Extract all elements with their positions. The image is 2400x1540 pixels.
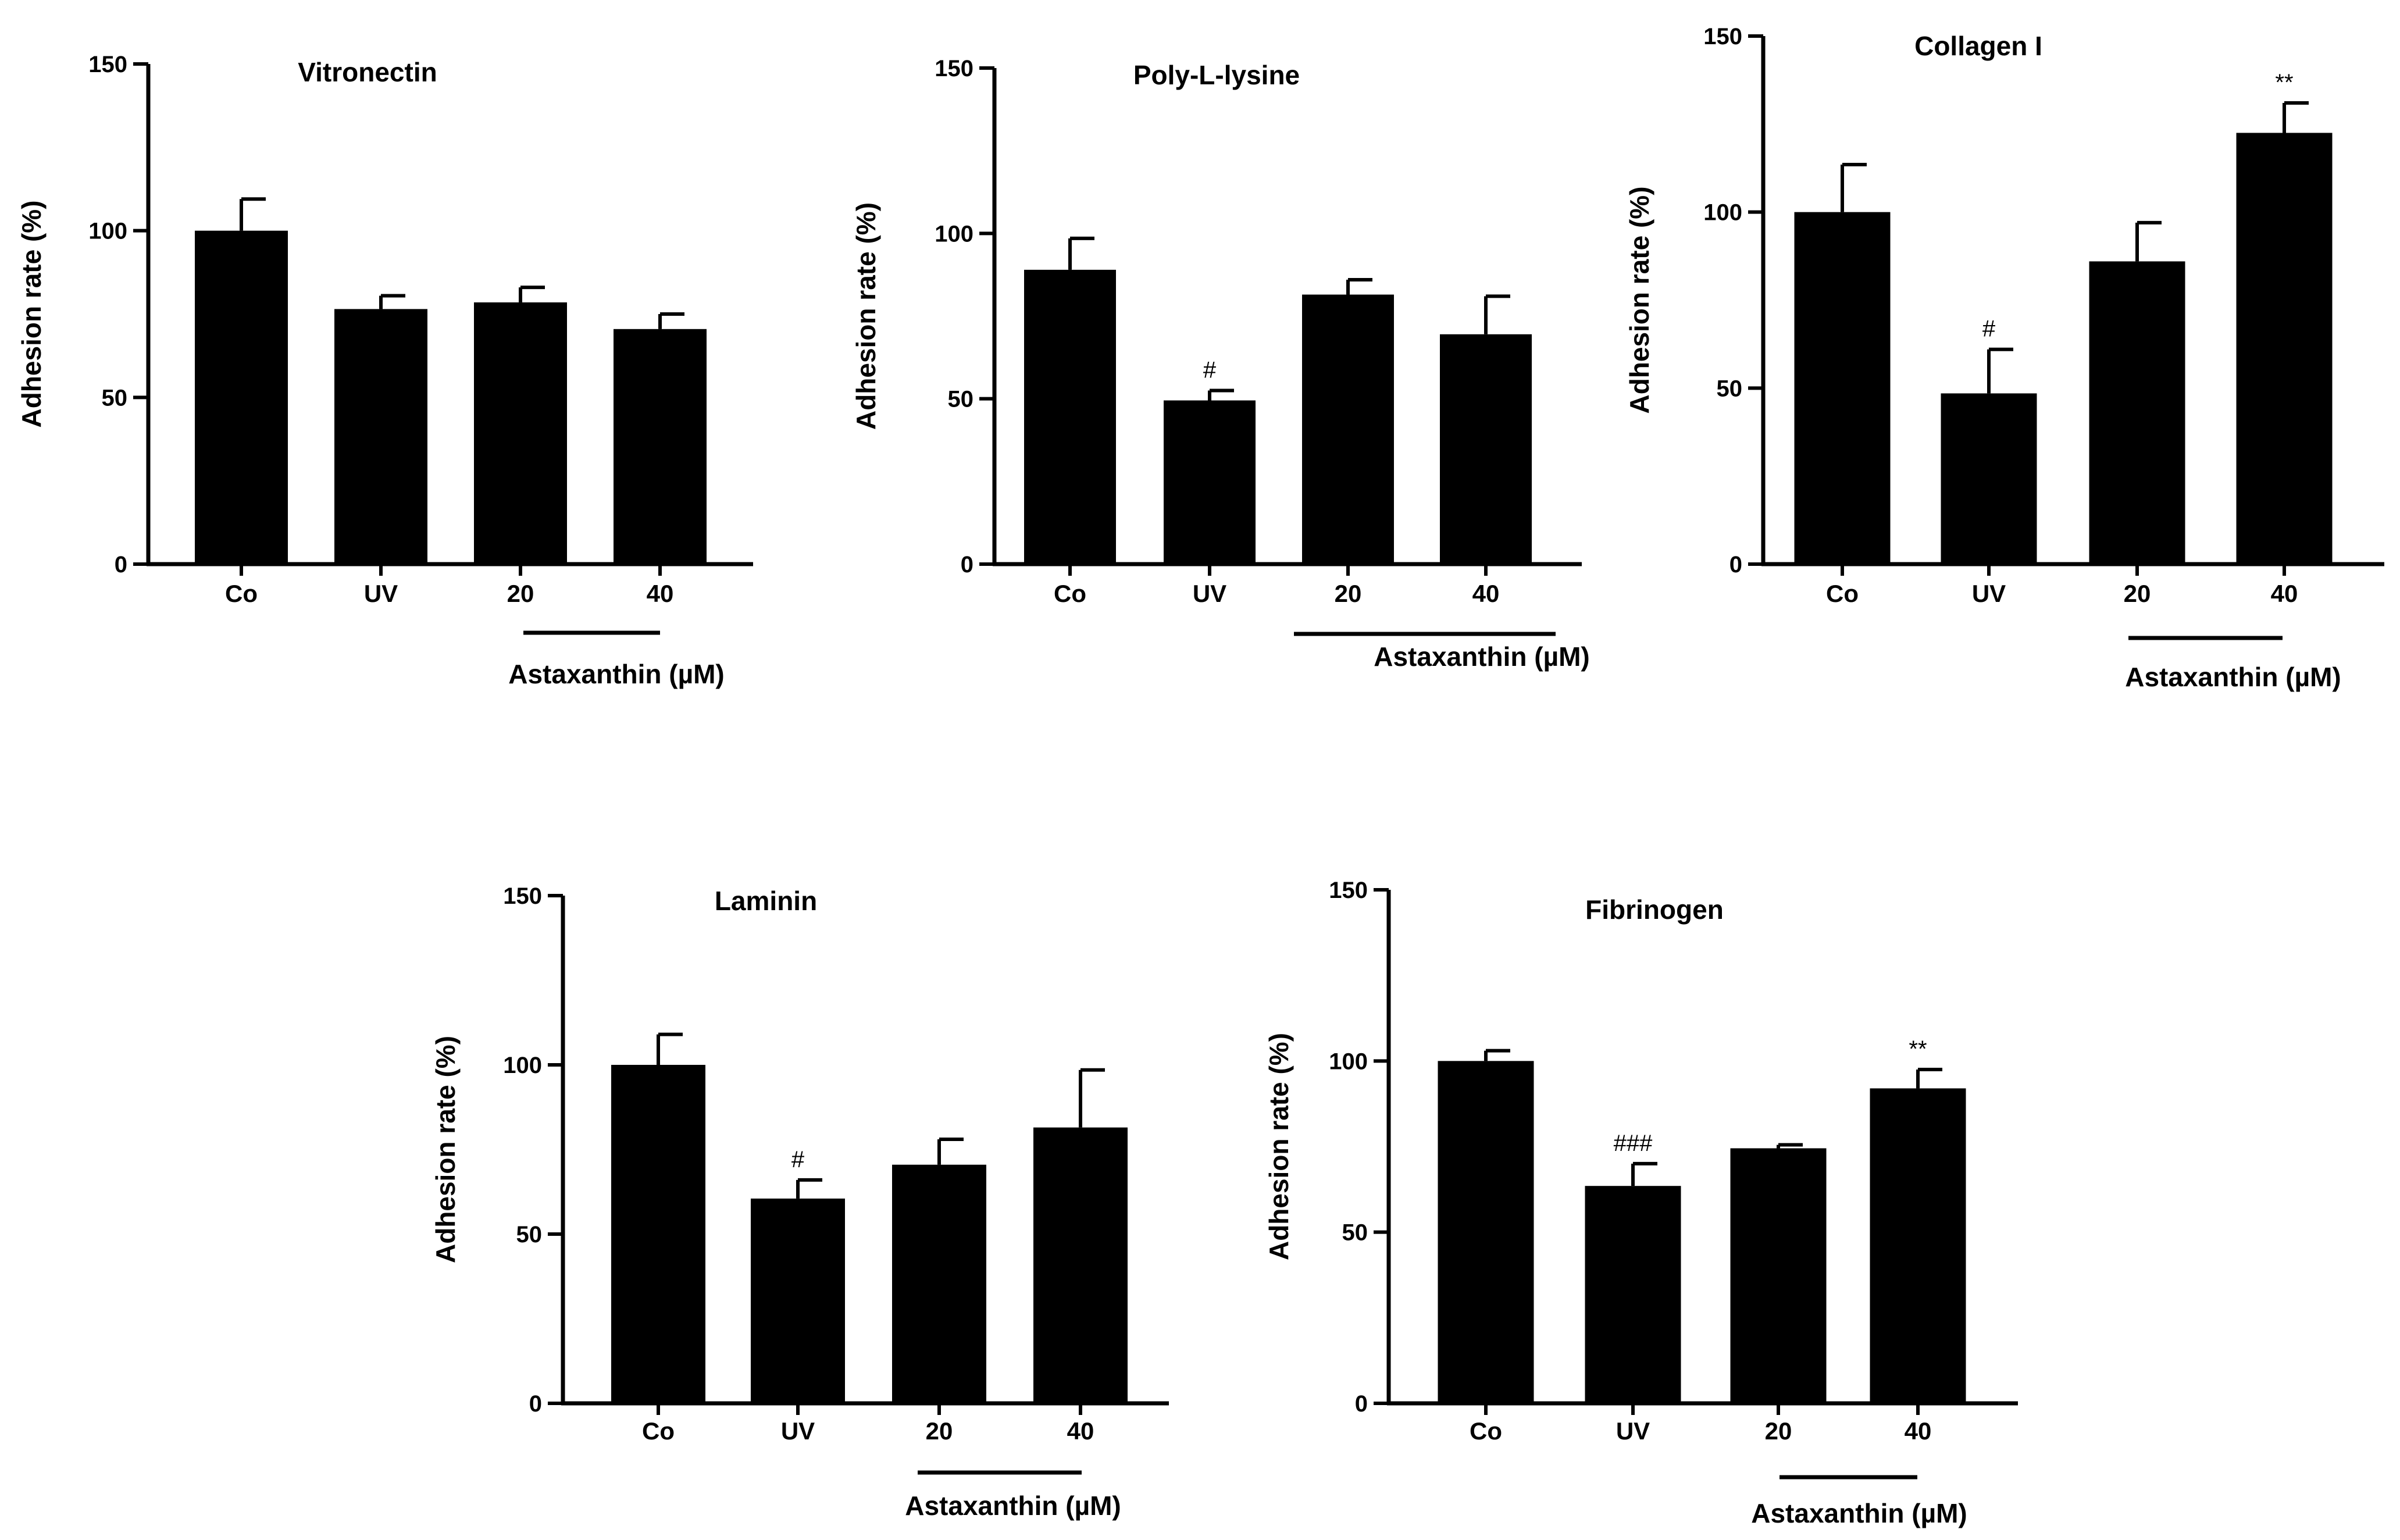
- x-tick-label: 40: [647, 580, 674, 607]
- y-tick-label: 0: [115, 552, 127, 578]
- chart-panel-1: 0 50 100 150 Co UV 20 40 Vitronectin Adhesion rat…: [16, 52, 753, 689]
- y-tick-label: 50: [948, 387, 974, 412]
- group-label: Astaxanthin (µM): [508, 659, 725, 689]
- bar-20: [2089, 261, 2185, 564]
- x-tick-label: 40: [1472, 580, 1500, 607]
- y-tick-label: 0: [529, 1391, 542, 1417]
- significance-marker: #: [1203, 357, 1217, 383]
- bar-uv: [1941, 393, 2037, 564]
- bar-40: [1033, 1127, 1128, 1403]
- bar-uv: [1585, 1186, 1681, 1403]
- x-tick-label: UV: [1193, 580, 1226, 607]
- chart-panel-2: #0 50 100 150 Co UV 20 40 Poly-L-lysine Adhesion …: [851, 56, 1590, 672]
- bar-20: [892, 1164, 986, 1403]
- y-axis-label: Adhesion rate (%): [430, 1036, 461, 1263]
- chart-title: Vitronectin: [298, 57, 437, 87]
- chart-title: Laminin: [715, 886, 817, 916]
- bar-20: [1730, 1148, 1827, 1403]
- y-tick-label: 150: [503, 883, 542, 909]
- bar-40: [614, 329, 707, 564]
- significance-marker: ###: [1614, 1131, 1653, 1156]
- bar-40: [1440, 334, 1532, 564]
- chart-title: Poly-L-lysine: [1133, 60, 1300, 90]
- x-tick-label: 20: [2124, 580, 2151, 607]
- significance-marker: **: [2275, 70, 2293, 95]
- x-tick-label: 40: [1905, 1417, 1932, 1445]
- x-tick-label: Co: [1826, 580, 1859, 607]
- y-tick-label: 50: [1717, 376, 1743, 401]
- bar-40: [2236, 133, 2333, 564]
- y-tick-label: 100: [1329, 1049, 1368, 1074]
- group-label: Astaxanthin (µM): [905, 1491, 1121, 1521]
- chart-title: Collagen I: [1914, 31, 2042, 61]
- significance-marker: #: [1982, 316, 1996, 342]
- y-tick-label: 100: [88, 219, 127, 244]
- y-tick-label: 50: [516, 1222, 543, 1247]
- x-tick-label: UV: [1616, 1417, 1650, 1445]
- bar-40: [1870, 1088, 1966, 1403]
- y-tick-label: 50: [1342, 1220, 1368, 1246]
- y-tick-label: 150: [1329, 878, 1368, 903]
- y-axis-label: Adhesion rate (%): [1264, 1033, 1294, 1260]
- y-tick-label: 0: [1355, 1391, 1368, 1417]
- x-tick-label: UV: [781, 1417, 815, 1445]
- bar-uv: [334, 309, 427, 564]
- bar-co: [195, 230, 288, 565]
- chart-title: Fibrinogen: [1585, 894, 1724, 925]
- x-tick-label: 40: [2271, 580, 2298, 607]
- bar-co: [611, 1065, 705, 1403]
- y-tick-label: 150: [935, 56, 973, 81]
- x-tick-label: UV: [1972, 580, 2006, 607]
- group-label: Astaxanthin (µM): [2125, 662, 2341, 692]
- x-tick-label: 20: [926, 1417, 953, 1445]
- y-tick-label: 150: [88, 52, 127, 77]
- y-axis-label: Adhesion rate (%): [1624, 186, 1654, 413]
- group-label: Astaxanthin (µM): [1374, 641, 1590, 672]
- x-tick-label: 20: [1765, 1417, 1792, 1445]
- bar-co: [1438, 1061, 1534, 1403]
- y-tick-label: 0: [961, 552, 973, 578]
- bar-co: [1024, 269, 1116, 564]
- y-tick-label: 0: [1729, 552, 1742, 578]
- chart-panel-4: #0 50 100 150 Co UV 20 40 Laminin Adhesion rate (…: [430, 883, 1169, 1521]
- y-axis-label: Adhesion rate (%): [16, 200, 47, 427]
- x-tick-label: Co: [642, 1417, 675, 1445]
- x-tick-label: 20: [1335, 580, 1362, 607]
- x-tick-label: Co: [1470, 1417, 1502, 1445]
- y-tick-label: 100: [1703, 200, 1742, 226]
- significance-marker: **: [1909, 1036, 1927, 1062]
- x-tick-label: Co: [225, 580, 258, 607]
- x-tick-label: 20: [507, 580, 534, 607]
- bar-co: [1794, 212, 1891, 565]
- chart-panel-3: # ** 0 50 100 150 Co UV 20 40 Collagen I Adhesion r…: [1624, 24, 2384, 692]
- x-tick-label: Co: [1054, 580, 1086, 607]
- bar-uv: [1164, 400, 1256, 564]
- significance-marker: #: [791, 1147, 805, 1172]
- group-label: Astaxanthin (µM): [1751, 1498, 1967, 1528]
- x-tick-label: UV: [364, 580, 398, 607]
- bar-uv: [751, 1198, 845, 1403]
- x-tick-label: 40: [1067, 1417, 1094, 1445]
- y-axis-label: Adhesion rate (%): [851, 202, 881, 430]
- y-tick-label: 150: [1703, 24, 1742, 49]
- bar-20: [474, 302, 567, 564]
- bar-20: [1302, 294, 1394, 564]
- y-tick-label: 50: [102, 385, 128, 411]
- y-tick-label: 100: [503, 1053, 542, 1078]
- chart-panel-5: ### ** 0 50 100 150 Co UV 20 40 Fibrinogen Adhesion…: [1264, 878, 2018, 1528]
- y-tick-label: 100: [935, 221, 973, 247]
